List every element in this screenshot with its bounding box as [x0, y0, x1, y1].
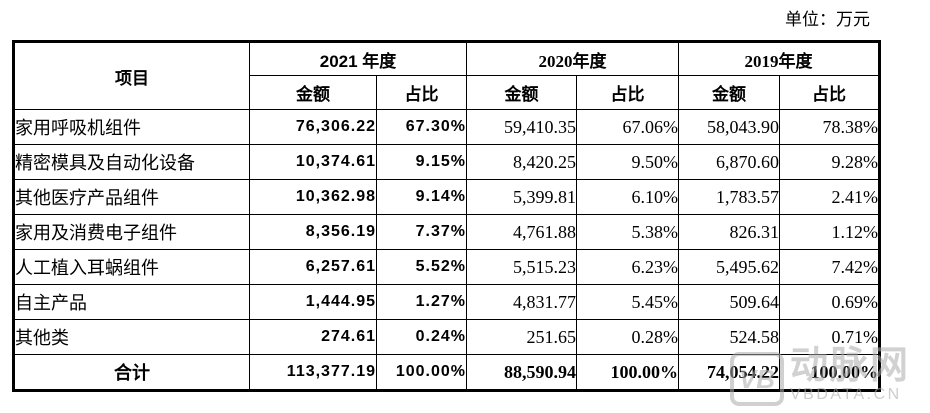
amount-2019: 58,043.90: [678, 109, 781, 145]
row-item-label: 人工植入耳蜗组件: [13, 249, 250, 285]
ratio-2021: 67.30%: [375, 109, 468, 145]
amount-2019: 6,870.60: [678, 144, 781, 180]
ratio-2020: 6.23%: [576, 249, 680, 285]
total-row: 合计 113,377.19 100.00% 88,590.94 100.00% …: [13, 354, 881, 391]
ratio-2019: 7.42%: [779, 249, 881, 285]
amount-2020: 5,515.23: [466, 249, 578, 285]
amount-2021: 274.61: [249, 319, 377, 355]
total-amount-2020: 88,590.94: [466, 354, 578, 391]
ratio-2020: 9.50%: [576, 144, 680, 180]
amount-2019: 524.58: [678, 319, 781, 355]
amount-2021: 8,356.19: [249, 214, 377, 250]
amount-2019: 509.64: [678, 284, 781, 320]
column-header-amount-2021: 金额: [249, 75, 377, 110]
column-header-item: 项目: [13, 41, 250, 110]
ratio-2020: 0.28%: [576, 319, 680, 355]
ratio-2019: 0.71%: [779, 319, 881, 355]
table-row: 精密模具及自动化设备 10,374.61 9.15% 8,420.25 9.50…: [13, 144, 881, 180]
table-row: 家用呼吸机组件 76,306.22 67.30% 59,410.35 67.06…: [13, 109, 881, 145]
column-header-ratio-2021: 占比: [375, 75, 468, 110]
table-row: 自主产品 1,444.95 1.27% 4,831.77 5.45% 509.6…: [13, 284, 881, 320]
ratio-2021: 0.24%: [375, 319, 468, 355]
ratio-2021: 9.14%: [375, 179, 468, 215]
amount-2021: 76,306.22: [249, 109, 377, 145]
column-header-amount-2020: 金额: [466, 75, 578, 110]
total-amount-2021: 113,377.19: [249, 354, 377, 391]
amount-2020: 5,399.81: [466, 179, 578, 215]
ratio-2021: 1.27%: [375, 284, 468, 320]
ratio-2021: 5.52%: [375, 249, 468, 285]
ratio-2020: 5.45%: [576, 284, 680, 320]
amount-2020: 4,761.88: [466, 214, 578, 250]
amount-2021: 10,374.61: [249, 144, 377, 180]
ratio-2020: 67.06%: [576, 109, 680, 145]
total-amount-2019: 74,054.22: [678, 354, 781, 391]
header-row-measures: 金额 占比 金额 占比 金额 占比: [14, 75, 881, 110]
amount-2019: 826.31: [678, 214, 781, 250]
ratio-2019: 1.12%: [779, 214, 881, 250]
ratio-2019: 78.38%: [779, 109, 881, 145]
total-label: 合计: [13, 354, 250, 391]
total-ratio-2020: 100.00%: [576, 354, 680, 391]
amount-2021: 10,362.98: [249, 179, 377, 215]
column-header-year-2020: 2020年度: [466, 41, 680, 76]
column-header-amount-2019: 金额: [678, 75, 781, 110]
total-ratio-2019: 100.00%: [779, 354, 881, 391]
amount-2020: 251.65: [466, 319, 578, 355]
header-row-years: 项目 2021 年度 2020年度 2019年度: [13, 41, 881, 110]
amount-2020: 8,420.25: [466, 144, 578, 180]
ratio-2020: 5.38%: [576, 214, 680, 250]
amount-2020: 4,831.77: [466, 284, 578, 320]
amount-2021: 1,444.95: [249, 284, 377, 320]
amount-2019: 5,495.62: [678, 249, 781, 285]
ratio-2019: 9.28%: [779, 144, 881, 180]
row-item-label: 家用呼吸机组件: [13, 109, 250, 145]
table-row: 家用及消费电子组件 8,356.19 7.37% 4,761.88 5.38% …: [13, 214, 881, 250]
column-header-ratio-2020: 占比: [576, 75, 680, 110]
row-item-label: 精密模具及自动化设备: [13, 144, 250, 180]
amount-2019: 1,783.57: [678, 179, 781, 215]
ratio-2021: 7.37%: [375, 214, 468, 250]
unit-label: 单位：万元: [785, 10, 870, 29]
amount-2020: 59,410.35: [466, 109, 578, 145]
row-item-label: 其他医疗产品组件: [13, 179, 250, 215]
table-row: 其他医疗产品组件 10,362.98 9.14% 5,399.81 6.10% …: [13, 179, 881, 215]
amount-2021: 6,257.61: [249, 249, 377, 285]
table-row: 人工植入耳蜗组件 6,257.61 5.52% 5,515.23 6.23% 5…: [13, 249, 881, 285]
column-header-year-2019: 2019年度: [678, 41, 881, 76]
ratio-2020: 6.10%: [576, 179, 680, 215]
row-item-label: 自主产品: [13, 284, 250, 320]
ratio-2019: 2.41%: [779, 179, 881, 215]
row-item-label: 家用及消费电子组件: [13, 214, 250, 250]
revenue-breakdown-table: 项目 2021 年度 2020年度 2019年度 金额 占比 金额 占比 金额 …: [12, 40, 882, 392]
column-header-year-2021: 2021 年度: [248, 41, 468, 76]
ratio-2019: 0.69%: [779, 284, 881, 320]
row-item-label: 其他类: [13, 319, 250, 355]
ratio-2021: 9.15%: [375, 144, 468, 180]
total-ratio-2021: 100.00%: [375, 354, 468, 391]
table-row: 其他类 274.61 0.24% 251.65 0.28% 524.58 0.7…: [13, 319, 881, 355]
column-header-ratio-2019: 占比: [779, 75, 881, 110]
